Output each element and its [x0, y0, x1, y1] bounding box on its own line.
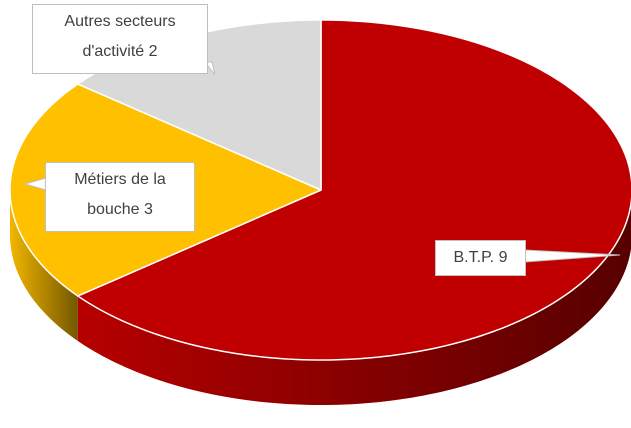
- data-label: Autres secteurs d'activité 2: [32, 4, 208, 74]
- label-value: 2: [148, 43, 158, 60]
- side-shade: [77, 203, 631, 405]
- data-label: B.T.P. 9: [435, 240, 526, 276]
- label-value: 3: [144, 201, 153, 218]
- label-value: 9: [498, 249, 508, 266]
- label-category: B.T.P.: [453, 249, 495, 266]
- pie-sides: [10, 190, 631, 405]
- side-shade: [10, 190, 78, 341]
- label-category: Métiers de la bouche: [74, 171, 166, 218]
- data-label: Métiers de la bouche 3: [45, 162, 195, 232]
- label-category: Autres secteurs d'activité: [64, 13, 176, 60]
